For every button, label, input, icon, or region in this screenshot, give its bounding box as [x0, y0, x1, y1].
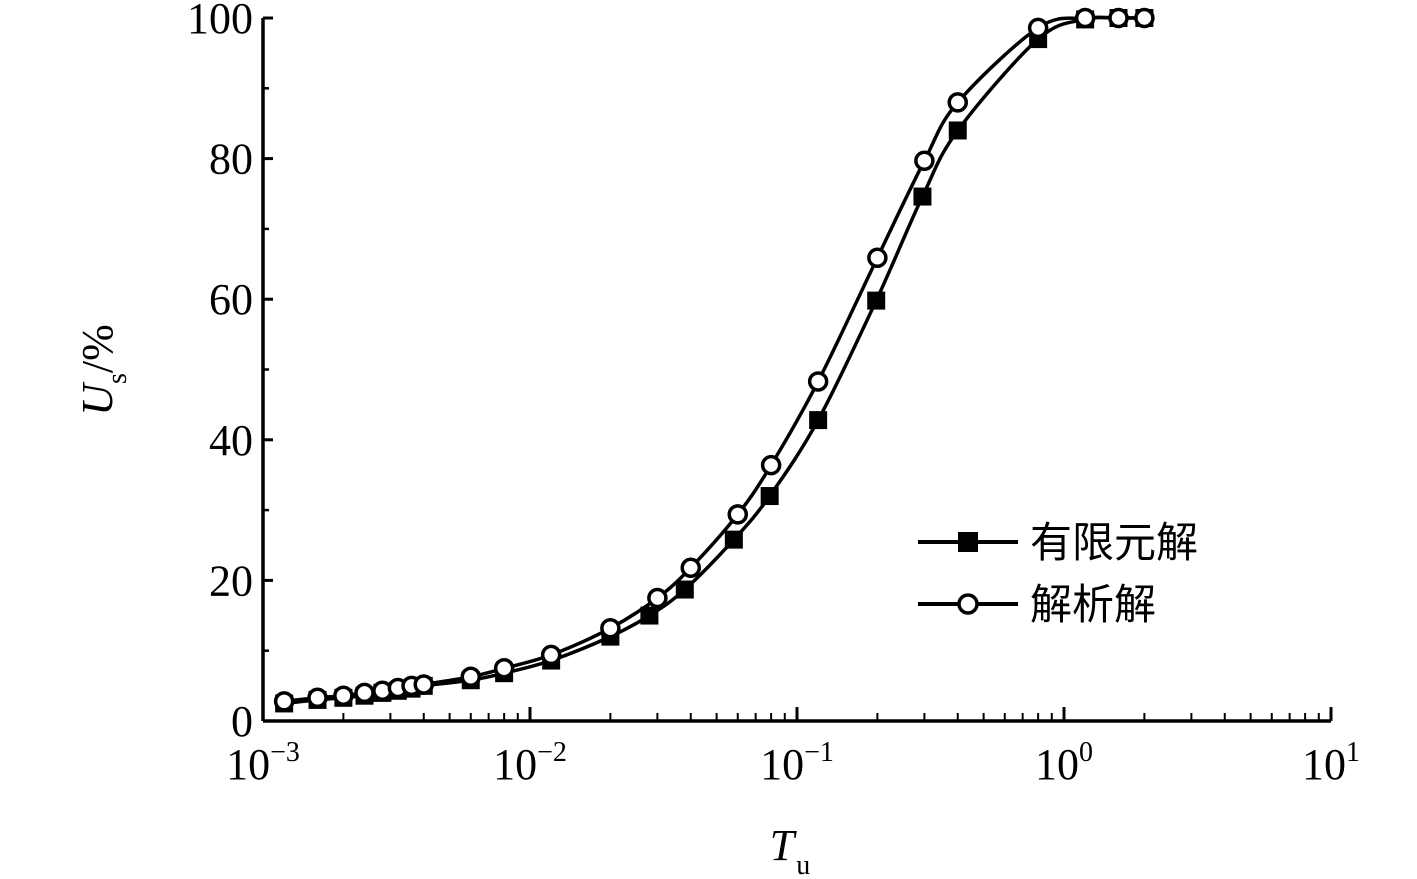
y-axis-label-unit: /%	[73, 324, 122, 373]
data-point-circle	[727, 504, 749, 525]
data-point-circle	[1027, 17, 1049, 39]
x-tick-label: 10−2	[493, 737, 567, 789]
data-point-circle	[1108, 7, 1129, 29]
axes	[261, 18, 1331, 723]
y-tick-label: 0	[231, 697, 253, 746]
data-point-circle	[807, 371, 829, 392]
x-tick-label: 10−3	[226, 737, 300, 789]
legend-label-analytic: 解析解	[1030, 580, 1156, 629]
data-point-circle	[760, 454, 782, 476]
legend: 有限元解 解析解	[918, 518, 1198, 629]
legend-item-fem: 有限元解	[918, 518, 1198, 567]
data-point-square	[760, 487, 779, 506]
data-point-circle	[647, 587, 668, 609]
data-point-circle	[307, 687, 328, 709]
data-point-circle	[354, 682, 375, 704]
data-point-circle	[680, 557, 701, 578]
data-point-circle	[947, 92, 968, 113]
x-tick-label: 100	[1035, 737, 1093, 789]
y-tick-label: 60	[209, 275, 253, 324]
data-point-square	[948, 121, 967, 140]
legend-label-fem: 有限元解	[1030, 518, 1198, 567]
legend-marker-fem	[958, 532, 978, 552]
x-axis-label: Tu	[770, 821, 810, 879]
x-tick-label: 101	[1302, 737, 1360, 789]
data-point-circle	[867, 247, 888, 268]
y-tick-label: 40	[209, 416, 253, 465]
y-axis-label-main: U	[73, 381, 122, 416]
data-point-circle	[413, 674, 435, 695]
data-point-circle	[460, 666, 482, 687]
data-point-circle	[273, 691, 295, 712]
data-point-circle	[493, 658, 515, 679]
series-1	[273, 7, 1155, 712]
legend-item-analytic: 解析解	[918, 580, 1156, 629]
data-point-circle	[914, 150, 935, 171]
x-tick-label: 10−1	[760, 737, 834, 789]
data-point-circle	[333, 685, 354, 706]
y-tick-label: 100	[187, 0, 253, 43]
y-tick-label: 80	[209, 135, 253, 184]
data-point-square	[675, 580, 694, 599]
data-point-square	[724, 530, 743, 549]
y-tick-label: 20	[209, 556, 253, 605]
data-point-square	[640, 606, 659, 625]
data-point-square	[809, 411, 828, 430]
data-point-circle	[540, 644, 562, 666]
x-axis-label-main: T	[770, 821, 798, 870]
data-point-circle	[1074, 7, 1096, 29]
y-axis-label: Us/%	[73, 324, 133, 416]
ticks: 0 20 40 60 80 100 10−3 10−2 10−1 100 101	[187, 0, 1360, 789]
series-0	[275, 9, 1154, 713]
series-layer	[273, 7, 1155, 713]
x-axis-label-sub: u	[796, 850, 810, 879]
data-point-square	[913, 187, 932, 206]
data-point-circle	[1134, 7, 1155, 29]
series-line	[283, 15, 1145, 706]
y-axis-label-sub: s	[102, 373, 133, 384]
data-point-square	[867, 291, 886, 310]
series-line	[283, 15, 1145, 704]
data-point-circle	[600, 617, 621, 639]
legend-marker-analytic	[957, 593, 979, 615]
